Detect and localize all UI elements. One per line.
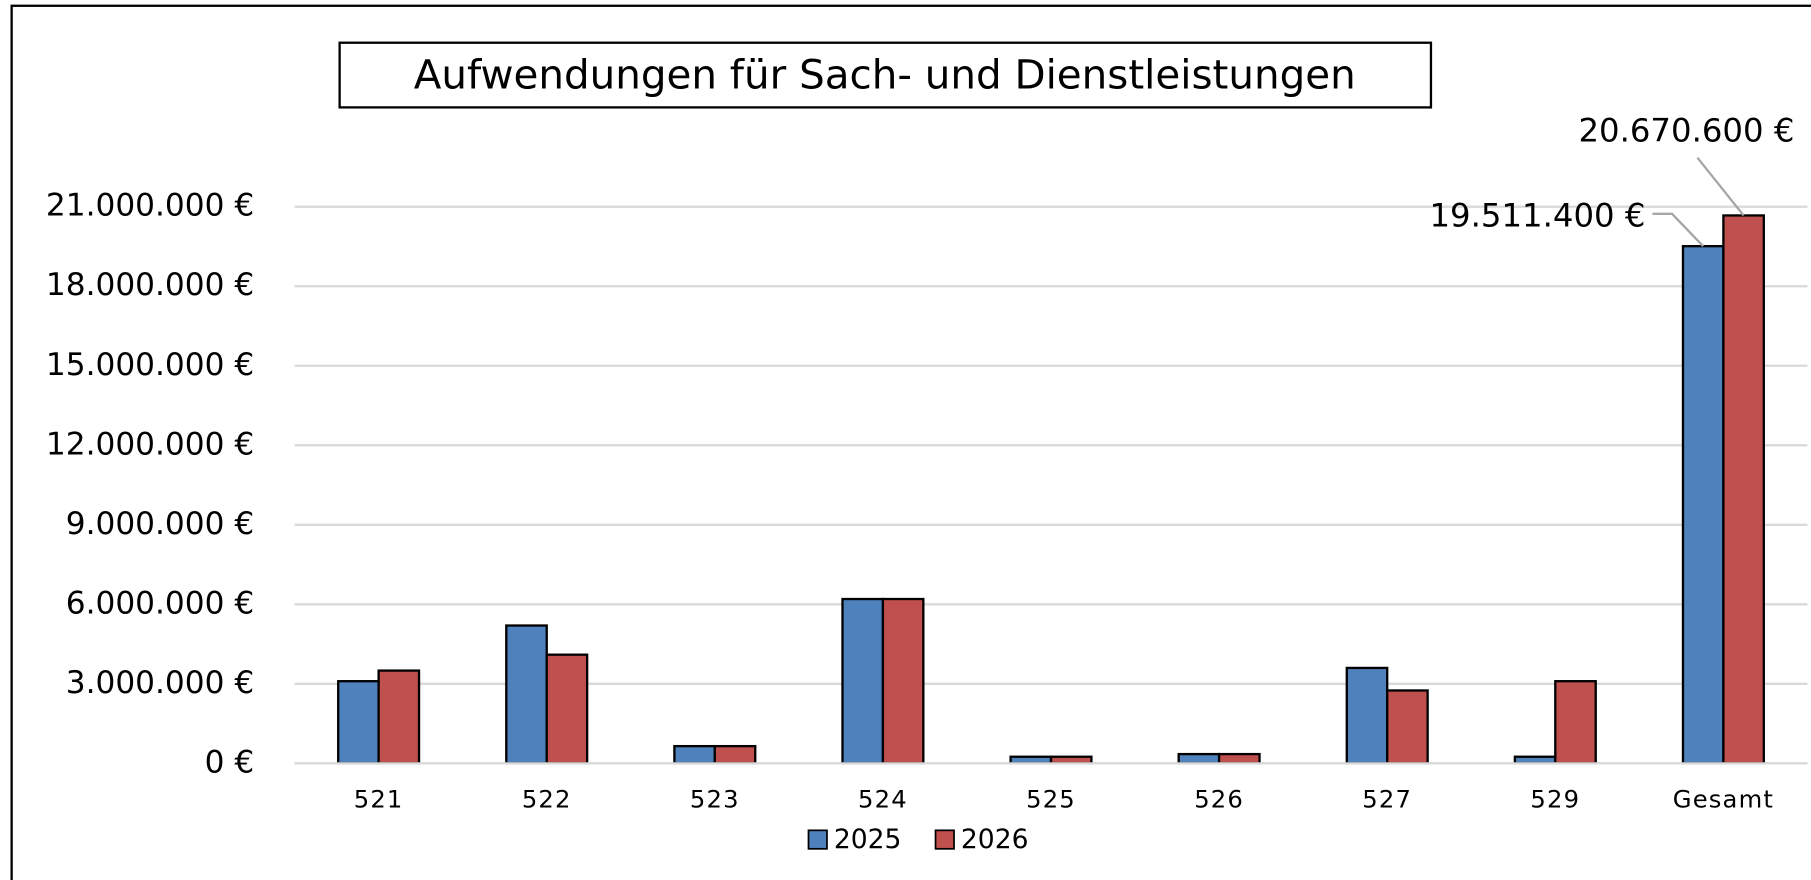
legend-label: 2025 [834,824,902,855]
x-tick-label: 527 [1362,784,1412,813]
x-tick-label: 523 [690,784,740,813]
chart-border [10,4,1811,880]
chart-title: Aufwendungen für Sach- und Dienstleistun… [414,50,1356,98]
bar [1722,214,1765,765]
x-tick-label: 526 [1194,784,1244,813]
x-tick-label: 521 [354,784,404,813]
x-tick-label: 525 [1026,784,1076,813]
bar [1554,680,1597,765]
data-label: 19.511.400 € [1429,196,1645,234]
y-tick-label: 15.000.000 € [46,347,254,383]
x-tick-label: 529 [1530,784,1580,813]
bar [1681,245,1725,765]
bar [881,597,925,765]
y-tick-label: 0 € [205,744,255,780]
bar [1217,752,1261,765]
leader-line [1696,156,1745,217]
y-tick-label: 9.000.000 € [66,506,254,542]
x-tick-label: 522 [522,784,572,813]
bar [841,597,885,765]
y-tick-label: 3.000.000 € [66,665,254,701]
bar [337,680,380,765]
bar [1386,689,1429,765]
bar [1345,666,1389,765]
y-tick-label: 6.000.000 € [66,585,254,621]
legend-label: 2026 [961,824,1029,855]
bar [545,653,589,765]
y-tick-label: 18.000.000 € [46,267,254,303]
data-label: 20.670.600 € [1578,111,1794,149]
y-tick-label: 12.000.000 € [46,426,254,462]
bar [1177,752,1221,765]
bar [713,744,757,765]
legend-swatch [934,829,955,850]
x-tick-label: 524 [858,784,908,813]
bar [673,744,716,765]
leader-line [1652,212,1705,247]
legend-swatch [807,829,828,850]
y-tick-label: 21.000.000 € [46,188,254,224]
bar [377,669,421,765]
x-tick-label: Gesamt [1673,784,1774,813]
title-box [338,41,1433,109]
bar [505,624,548,765]
